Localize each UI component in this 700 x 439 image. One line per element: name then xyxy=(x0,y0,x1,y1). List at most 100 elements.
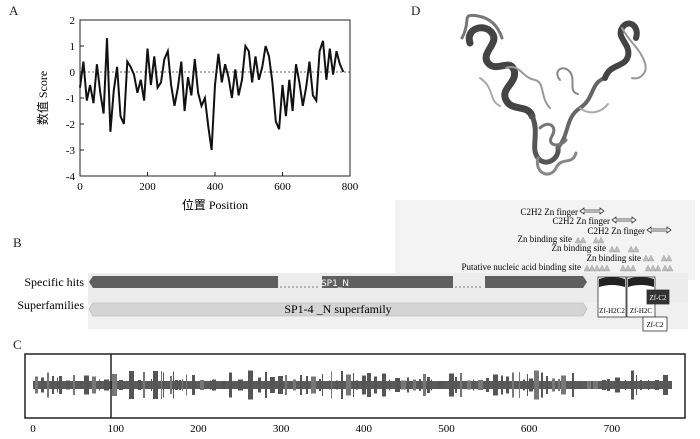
x-tick-label: 600 xyxy=(274,181,291,193)
sequence-feature-mark xyxy=(460,373,462,397)
sequence-feature-mark xyxy=(493,374,498,396)
sequence-feature-mark xyxy=(501,375,503,395)
sequence-feature-mark xyxy=(529,378,533,392)
sequence-feature-mark xyxy=(306,376,308,394)
sequence-feature-mark xyxy=(356,380,358,390)
sequence-feature-mark xyxy=(319,379,321,391)
sequence-feature-mark xyxy=(59,376,62,394)
sequence-feature-mark xyxy=(546,376,548,394)
sequence-feature-mark xyxy=(478,380,483,390)
sequence-feature-mark xyxy=(580,381,581,389)
sequence-feature-mark xyxy=(66,380,70,390)
score-series-line xyxy=(79,38,345,151)
sequence-feature-mark xyxy=(143,372,145,398)
sequence-feature-mark xyxy=(129,371,134,399)
sequence-feature-mark xyxy=(512,372,514,398)
sequence-feature-mark xyxy=(270,377,275,393)
sequence-feature-mark xyxy=(229,372,232,398)
sp1-n-label: SP1_N xyxy=(321,279,349,289)
sequence-feature-mark xyxy=(52,376,54,394)
x-tick-label: 200 xyxy=(139,181,156,193)
sequence-feature-mark xyxy=(285,375,287,395)
protein-structure-image xyxy=(460,13,647,176)
sequence-feature-mark xyxy=(413,379,416,391)
sequence-feature-mark xyxy=(362,375,366,395)
sequence-feature-mark xyxy=(419,379,421,391)
sequence-feature-mark xyxy=(395,378,400,392)
sequence-feature-mark xyxy=(112,374,117,396)
sequence-feature-mark xyxy=(336,380,338,390)
binding-site-triangles xyxy=(574,236,674,272)
sequence-feature-mark xyxy=(519,372,520,398)
x-tick-label: 0 xyxy=(77,181,83,193)
y-tick-label: 0 xyxy=(70,67,76,79)
annotation-nucleic-acid-site: Putative nucleic acid binding site xyxy=(462,262,581,272)
sequence-feature-mark xyxy=(57,377,58,393)
sequence-feature-mark xyxy=(341,371,343,399)
sequence-feature-mark xyxy=(561,375,566,395)
sequence-feature-mark xyxy=(663,375,668,395)
sequence-feature-mark xyxy=(534,370,539,400)
sequence-feature-mark xyxy=(153,371,158,399)
sequence-backbone xyxy=(33,381,672,389)
sequence-feature-mark xyxy=(151,379,152,391)
sequence-feature-mark xyxy=(346,374,351,396)
sequence-feature-mark xyxy=(558,379,560,391)
sequence-feature-mark xyxy=(293,379,296,391)
y-axis-ticks: 2 1 0 -1 -2 -3 -4 xyxy=(66,15,84,183)
barcode-axis-ticks: 0 100 200 300 400 500 600 700 xyxy=(30,423,620,435)
sequence-feature-mark xyxy=(506,376,509,394)
sequence-feature-mark xyxy=(192,375,195,395)
domain-box-zf-h2c2: Zf-H2C2 xyxy=(599,307,625,315)
panel-a-label: A xyxy=(9,3,19,18)
sequence-feature-mark xyxy=(382,373,386,397)
barcode-tick-label: 300 xyxy=(273,423,290,435)
sequence-feature-mark xyxy=(265,372,267,398)
sequence-feature-mark xyxy=(258,377,261,393)
sequence-feature-mark xyxy=(615,377,620,393)
sequence-feature-mark xyxy=(655,380,659,390)
sequence-feature-mark xyxy=(607,379,610,391)
sequence-feature-mark xyxy=(449,373,454,397)
sequence-feature-mark xyxy=(353,373,354,397)
sequence-feature-mark xyxy=(300,375,302,395)
sequence-feature-mark xyxy=(423,374,426,396)
y-tick-label: 1 xyxy=(70,41,76,53)
sp1-n-bar-gap-2 xyxy=(453,275,485,289)
sequence-feature-mark xyxy=(541,372,543,398)
feature-annotations: C2H2 Zn finger C2H2 Zn finger C2H2 Zn fi… xyxy=(462,207,645,272)
sequence-feature-mark xyxy=(648,380,649,390)
specific-hits-label: Specific hits xyxy=(24,275,84,289)
sequence-barcode-panel: 0 100 200 300 400 500 600 700 xyxy=(24,353,686,435)
y-axis-label: 数值 Score xyxy=(35,71,50,125)
x-axis-ticks: 0 200 400 600 800 xyxy=(77,172,359,193)
barcode-tick-label: 0 xyxy=(30,423,36,435)
sequence-feature-mark xyxy=(238,379,243,391)
sequence-feature-mark xyxy=(92,376,96,394)
barcode-marks xyxy=(33,354,672,418)
sequence-feature-mark xyxy=(467,380,471,390)
sequence-feature-mark xyxy=(186,374,187,396)
sequence-feature-mark xyxy=(484,381,485,389)
sequence-feature-mark xyxy=(210,380,211,390)
sequence-feature-mark xyxy=(631,370,634,400)
y-tick-label: 2 xyxy=(70,15,76,27)
sequence-feature-mark xyxy=(175,380,178,390)
barcode-tick-label: 100 xyxy=(107,423,124,435)
sequence-feature-mark xyxy=(431,379,432,391)
sequence-feature-mark xyxy=(173,371,174,399)
sequence-feature-mark xyxy=(138,380,141,390)
x-tick-label: 400 xyxy=(207,181,224,193)
barcode-tick-label: 400 xyxy=(356,423,373,435)
sequence-feature-mark xyxy=(455,377,457,393)
sequence-feature-mark xyxy=(222,381,225,389)
x-tick-label: 800 xyxy=(342,181,359,193)
annotation-zn-site-3: Zn binding site xyxy=(587,253,642,263)
annotation-c2h2-2: C2H2 Zn finger xyxy=(553,216,611,226)
sequence-feature-mark xyxy=(640,380,642,390)
y-tick-label: -1 xyxy=(66,93,75,105)
sequence-feature-mark xyxy=(200,380,204,390)
sequence-feature-mark xyxy=(473,379,474,391)
sequence-feature-mark xyxy=(331,371,332,399)
x-axis-label: 位置 Position xyxy=(182,197,248,212)
